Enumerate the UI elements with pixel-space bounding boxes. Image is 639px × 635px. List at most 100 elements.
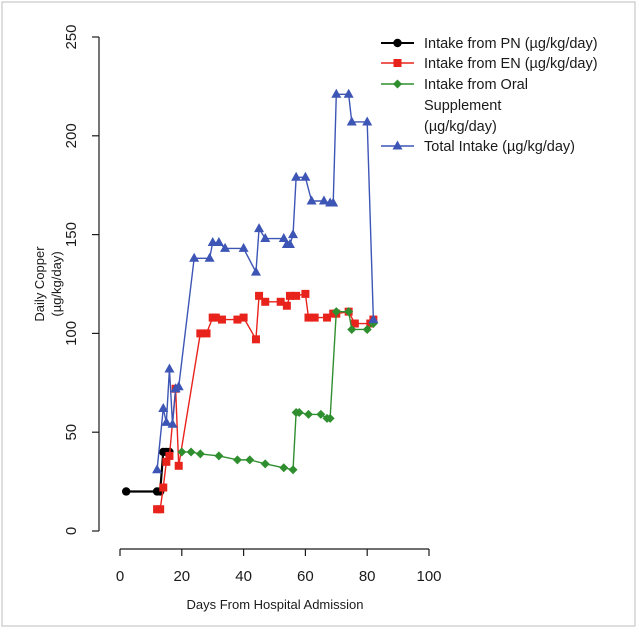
data-point-triangle — [343, 88, 354, 98]
y-axis-label-line-2: (µg/kg/day) — [49, 251, 64, 316]
legend-marker-diamond — [393, 79, 402, 89]
legend-marker-circle — [393, 38, 402, 48]
data-point-triangle — [189, 252, 200, 262]
x-tick-label: 40 — [235, 568, 252, 585]
legend-label: (µg/kg/day) — [424, 119, 497, 135]
y-ticks: 0 50 100 150 200 250 — [63, 24, 99, 535]
legend-label: Intake from PN (µg/kg/day) — [424, 36, 598, 52]
legend-label: Intake from EN (µg/kg/day) — [424, 56, 598, 72]
data-point-triangle — [204, 252, 215, 262]
data-point-square — [261, 297, 270, 306]
data-point-diamond — [195, 449, 205, 459]
data-point-triangle — [291, 171, 302, 181]
data-point-diamond — [260, 459, 270, 469]
data-point-diamond — [232, 455, 242, 465]
x-tick-label: 0 — [116, 568, 124, 585]
legend-label: Total Intake (µg/kg/day) — [424, 139, 575, 155]
y-tick-label: 50 — [63, 424, 80, 441]
data-point-square — [285, 291, 294, 300]
data-point-diamond — [294, 407, 304, 417]
legend-marker-triangle — [392, 140, 403, 150]
data-point-triangle — [213, 237, 224, 247]
data-point-square — [156, 505, 165, 514]
x-ticks: 0 20 40 60 80 100 — [116, 549, 442, 585]
data-point-diamond — [303, 409, 313, 419]
data-point-diamond — [316, 409, 326, 419]
data-point-triangle — [362, 116, 373, 126]
y-tick-label: 0 — [63, 527, 80, 535]
x-tick-label: 60 — [297, 568, 314, 585]
data-point-square — [233, 315, 242, 324]
data-point-square — [239, 313, 248, 322]
legend: Intake from PN (µg/kg/day) Intake from EN… — [381, 36, 598, 155]
plot-series — [121, 88, 379, 514]
y-tick-label: 250 — [63, 24, 80, 49]
y-tick-label: 150 — [63, 222, 80, 247]
data-point-square — [165, 451, 174, 460]
data-point-triangle — [288, 229, 299, 239]
data-point-triangle — [284, 238, 295, 248]
data-point-square — [174, 461, 183, 470]
data-point-square — [217, 315, 226, 324]
legend-label: Supplement — [424, 98, 501, 114]
data-point-diamond — [331, 307, 341, 317]
data-point-triangle — [278, 233, 289, 243]
series-triangle — [152, 88, 379, 474]
data-point-triangle — [260, 233, 271, 243]
data-point-square — [196, 329, 205, 338]
data-point-triangle — [173, 381, 184, 391]
data-point-diamond — [279, 463, 289, 473]
legend-label: Intake from Oral — [424, 77, 528, 93]
data-point-square — [323, 313, 332, 322]
data-point-triangle — [318, 195, 329, 205]
data-point-triangle — [238, 242, 249, 252]
data-point-square — [276, 297, 285, 306]
legend-item-triangle: Total Intake (µg/kg/day) — [381, 139, 575, 155]
data-point-triangle — [254, 223, 265, 233]
data-point-square — [159, 483, 168, 492]
data-point-diamond — [288, 465, 298, 475]
data-point-diamond — [186, 447, 196, 457]
data-point-diamond — [177, 447, 187, 457]
y-tick-label: 100 — [63, 321, 80, 346]
x-tick-label: 80 — [359, 568, 376, 585]
data-point-triangle — [328, 197, 339, 207]
legend-item-square: Intake from EN (µg/kg/day) — [381, 56, 598, 72]
data-point-triangle — [152, 464, 163, 474]
data-point-diamond — [347, 324, 357, 334]
data-point-diamond — [362, 324, 372, 334]
data-point-triangle — [300, 171, 311, 181]
data-point-triangle — [346, 116, 357, 126]
y-tick-label: 200 — [63, 123, 80, 148]
data-point-square — [301, 289, 310, 298]
data-point-square — [162, 457, 171, 466]
data-point-triangle — [250, 266, 261, 276]
data-point-diamond — [214, 451, 224, 461]
data-point-triangle — [158, 402, 169, 412]
data-point-triangle — [164, 363, 175, 373]
data-point-square — [251, 335, 260, 344]
data-point-square — [292, 291, 301, 300]
data-point-square — [211, 313, 220, 322]
data-point-square — [350, 319, 359, 328]
y-axis-label-line-1: Daily Copper — [32, 246, 47, 322]
data-point-triangle — [368, 314, 379, 324]
data-point-square — [255, 291, 264, 300]
data-point-diamond — [344, 307, 354, 317]
data-point-triangle — [167, 418, 178, 428]
data-point-diamond — [325, 413, 335, 423]
legend-item-diamond: Intake from Oral Supplement (µg/kg/day) — [381, 77, 528, 135]
axes: 0 50 100 150 200 250 0 20 40 60 80 100 — [63, 24, 442, 585]
y-axis-label: Daily Copper (µg/kg/day) — [32, 246, 64, 322]
x-tick-label: 20 — [173, 568, 190, 585]
data-point-triangle — [306, 195, 317, 205]
data-point-square — [310, 313, 319, 322]
data-point-diamond — [245, 455, 255, 465]
data-point-circle — [121, 487, 131, 496]
x-axis-label: Days From Hospital Admission — [187, 597, 364, 612]
data-point-triangle — [161, 416, 172, 426]
data-point-square — [282, 301, 291, 310]
data-point-triangle — [331, 88, 342, 98]
